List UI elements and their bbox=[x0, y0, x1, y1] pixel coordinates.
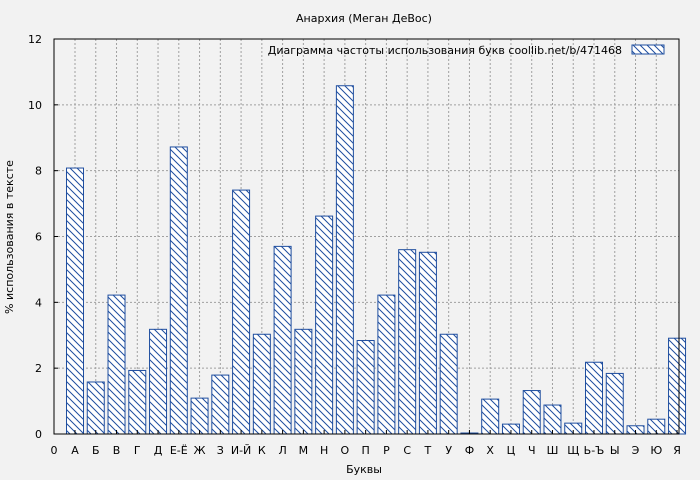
legend: Диаграмма частоты использования букв coo… bbox=[268, 44, 665, 57]
bar bbox=[605, 372, 624, 435]
x-tick-label: Ш bbox=[547, 444, 559, 457]
y-tick-label: 4 bbox=[35, 296, 42, 309]
bar bbox=[315, 215, 334, 435]
bar bbox=[356, 340, 375, 435]
x-tick-label: О bbox=[341, 444, 350, 457]
bar bbox=[128, 369, 147, 435]
x-tick-label: Ы bbox=[610, 444, 620, 457]
bar bbox=[190, 397, 209, 435]
bar bbox=[335, 85, 354, 435]
y-tick-label: 0 bbox=[35, 428, 42, 441]
bar bbox=[232, 189, 251, 435]
x-tick-label: С bbox=[403, 444, 411, 457]
x-tick-label: А bbox=[71, 444, 79, 457]
x-tick-label: Х bbox=[486, 444, 494, 457]
y-axis-label: % использования в тексте bbox=[3, 160, 16, 314]
bar bbox=[149, 328, 168, 435]
bar bbox=[273, 245, 292, 435]
y-tick-label: 10 bbox=[28, 99, 42, 112]
x-tick-label: Щ bbox=[567, 444, 579, 457]
bar bbox=[418, 251, 437, 435]
legend-swatch bbox=[631, 44, 665, 55]
x-tick-label: Ж bbox=[194, 444, 206, 457]
bar bbox=[252, 333, 271, 435]
y-tick-label: 8 bbox=[35, 165, 42, 178]
y-tick-label: 12 bbox=[28, 33, 42, 46]
bar bbox=[211, 374, 230, 435]
x-tick-label: М bbox=[299, 444, 309, 457]
x-tick-label: Б bbox=[92, 444, 100, 457]
x-tick-label: Е-Ё bbox=[170, 444, 188, 457]
chart-title: Анархия (Меган ДеВос) bbox=[296, 12, 432, 25]
x-tick-label: З bbox=[217, 444, 224, 457]
bar bbox=[668, 337, 687, 435]
bar bbox=[107, 294, 126, 435]
y-tick-label: 2 bbox=[35, 362, 42, 375]
x-tick-label: Ч bbox=[528, 444, 536, 457]
y-tick-label: 6 bbox=[35, 231, 42, 244]
bar bbox=[169, 146, 188, 435]
ticks bbox=[54, 38, 678, 435]
x-tick-label: И-Й bbox=[231, 444, 251, 457]
x-tick-label: Я bbox=[673, 444, 681, 457]
bar bbox=[439, 333, 458, 435]
bar bbox=[585, 361, 603, 435]
x-tick-label: П bbox=[361, 444, 369, 457]
bar bbox=[522, 390, 541, 435]
x-tick-label: Ц bbox=[507, 444, 516, 457]
x-tick-label: Д bbox=[154, 444, 163, 457]
bar bbox=[481, 398, 500, 435]
x-tick-label: Л bbox=[278, 444, 286, 457]
x-tick-label: Н bbox=[320, 444, 328, 457]
x-tick-label: Р bbox=[383, 444, 390, 457]
x-origin-label: 0 bbox=[51, 444, 58, 457]
x-tick-label: В bbox=[113, 444, 121, 457]
bar bbox=[86, 381, 105, 435]
bars bbox=[66, 85, 687, 435]
x-tick-label: Ф bbox=[465, 444, 474, 457]
bar bbox=[398, 249, 417, 435]
x-axis-label: Буквы bbox=[346, 463, 382, 476]
x-tick-label: Г bbox=[134, 444, 141, 457]
x-tick-label: К bbox=[258, 444, 266, 457]
legend-label: Диаграмма частоты использования букв coo… bbox=[268, 44, 622, 57]
x-tick-label: Э bbox=[632, 444, 640, 457]
bar bbox=[543, 404, 562, 435]
x-tick-label: Ю bbox=[650, 444, 662, 457]
x-tick-label: У bbox=[445, 444, 452, 457]
bar bbox=[377, 294, 396, 435]
bar bbox=[294, 328, 313, 435]
x-tick-label: Ь-Ъ bbox=[584, 444, 605, 457]
bar bbox=[66, 167, 84, 435]
x-tick-label: Т bbox=[424, 444, 432, 457]
